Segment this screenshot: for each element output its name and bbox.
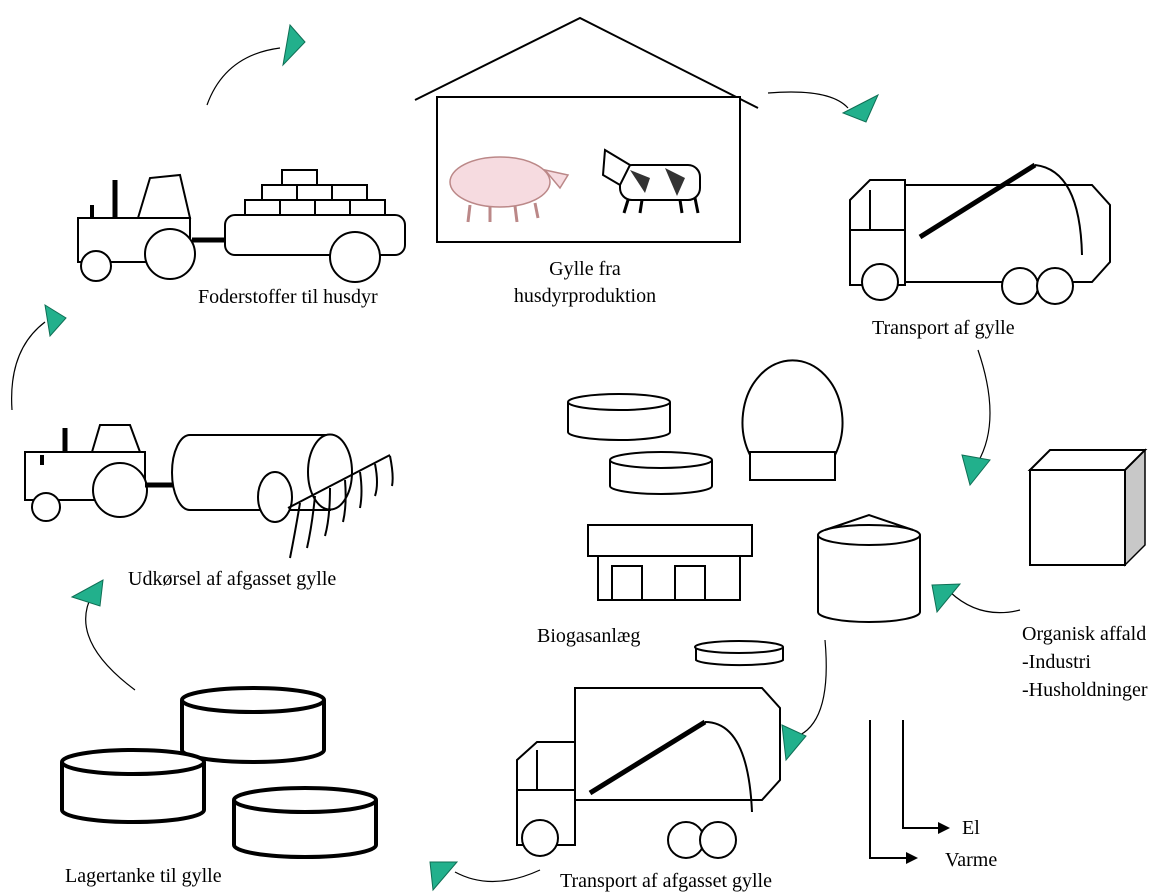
biogas-plant (567, 359, 921, 667)
output-lines (869, 720, 950, 864)
truck (516, 687, 781, 859)
label: Foderstoffer til husdyr (198, 286, 378, 308)
label: husdyrproduktion (514, 285, 656, 307)
label: Transport af gylle (872, 317, 1015, 339)
truck (849, 162, 1111, 305)
label: -Industri (1022, 651, 1091, 673)
feed-tractor (77, 169, 406, 283)
barn (414, 16, 759, 243)
waste-cube (1027, 448, 1148, 567)
label: Biogasanlæg (537, 625, 640, 647)
output-label: El (962, 817, 980, 839)
label: Lagertanke til gylle (65, 865, 222, 887)
label: Udkørsel af afgasset gylle (128, 568, 336, 590)
spreader-tractor (24, 424, 394, 559)
storage-tanks (60, 686, 378, 859)
label: Transport af afgasset gylle (560, 870, 772, 892)
label: -Husholdninger (1022, 679, 1148, 701)
output-label: Varme (945, 849, 997, 871)
label: Organisk affald (1022, 623, 1146, 645)
cycle-arrows (11, 23, 1021, 892)
label: Gylle fra (549, 258, 621, 280)
